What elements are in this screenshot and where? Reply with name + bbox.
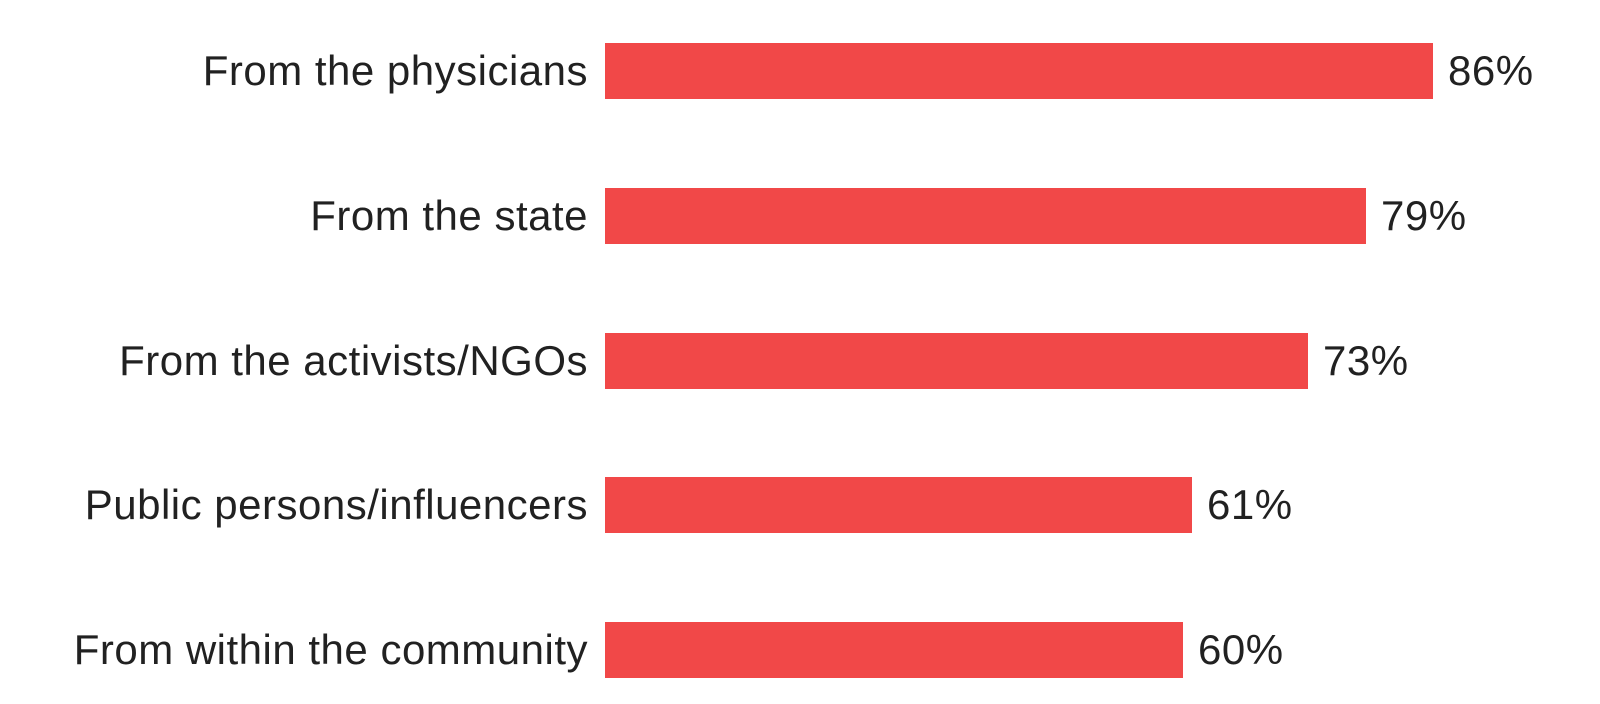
bar — [605, 332, 1308, 389]
category-label: From the state — [310, 191, 588, 239]
bar-row: From the state 79% — [0, 187, 1600, 244]
value-label: 73% — [1323, 336, 1409, 384]
category-label: From the activists/NGOs — [119, 336, 588, 384]
bar-row: From the physicians 86% — [0, 43, 1600, 99]
bar-row: Public persons/influencers 61% — [0, 477, 1600, 534]
bar-row: From within the community 60% — [0, 622, 1600, 678]
bar-row: From the activists/NGOs 73% — [0, 332, 1600, 389]
category-label: From within the community — [73, 626, 588, 673]
value-label: 79% — [1381, 191, 1467, 239]
bar — [605, 622, 1183, 678]
value-label: 86% — [1448, 47, 1534, 94]
category-label: From the physicians — [202, 47, 588, 94]
bar — [605, 187, 1366, 244]
value-label: 61% — [1207, 481, 1293, 529]
bar — [605, 477, 1192, 534]
value-label: 60% — [1198, 626, 1284, 673]
bar — [605, 43, 1433, 99]
category-label: Public persons/influencers — [84, 481, 588, 529]
